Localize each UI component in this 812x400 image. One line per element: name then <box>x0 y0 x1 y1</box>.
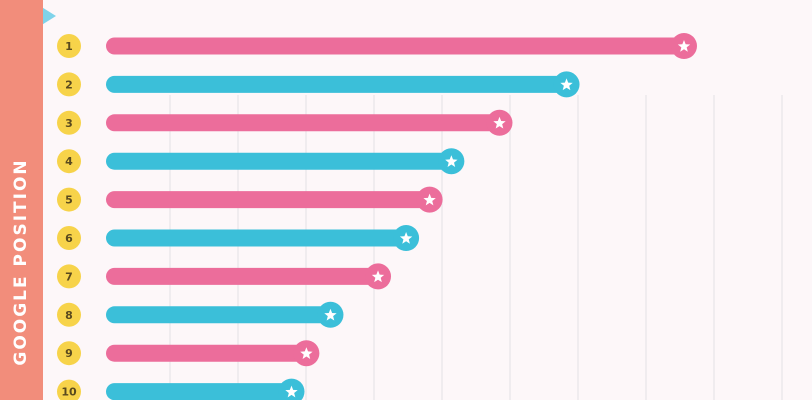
bar-row: 2 <box>57 71 580 98</box>
rank-label: 1 <box>65 40 73 53</box>
star-icon <box>324 308 337 321</box>
rank-badge <box>57 110 81 135</box>
y-axis-label: GOOGLE POSITION <box>11 158 31 366</box>
chart-area: 1 2 3 4 5 6 7 8 9 10 <box>43 0 812 400</box>
bar-chart: 1 2 3 4 5 6 7 8 9 10 <box>43 7 783 400</box>
gridlines <box>169 95 783 400</box>
rank-label: 9 <box>65 347 73 360</box>
rank-label: 7 <box>65 270 73 283</box>
star-icon <box>423 193 436 206</box>
bar-row: 10 <box>57 378 305 400</box>
bar-row: 6 <box>57 225 420 251</box>
star-icon <box>399 232 413 244</box>
star-icon <box>285 385 298 398</box>
bar-row: 9 <box>57 340 320 367</box>
rank-badge <box>57 34 81 58</box>
bar <box>106 37 684 55</box>
rank-badge <box>57 187 81 212</box>
bar <box>106 306 331 324</box>
rank-badge <box>57 264 81 289</box>
bar <box>106 191 430 209</box>
star-icon <box>300 347 313 359</box>
bar <box>106 344 307 362</box>
rank-label: 10 <box>61 386 77 399</box>
sidebar: GOOGLE POSITION <box>0 0 43 400</box>
play-arrow-icon <box>43 7 56 25</box>
bar-row: 7 <box>57 263 392 290</box>
star-icon <box>560 78 573 91</box>
rank-label: 8 <box>65 309 73 322</box>
bar <box>106 152 452 170</box>
bar-row: 8 <box>57 301 344 328</box>
rank-label: 2 <box>65 78 73 91</box>
star-icon <box>493 116 506 129</box>
bar-row: 3 <box>57 109 513 136</box>
bar <box>106 114 500 132</box>
rank-label: 6 <box>65 232 73 245</box>
rank-badge <box>57 302 81 327</box>
bars: 1 2 3 4 5 6 7 8 9 10 <box>57 33 697 400</box>
bar <box>106 267 379 285</box>
rank-label: 3 <box>65 117 73 130</box>
star-icon <box>445 155 458 167</box>
rank-label: 4 <box>65 155 73 168</box>
bar <box>106 383 292 400</box>
bar <box>106 229 407 247</box>
bar-row: 5 <box>57 186 443 213</box>
rank-badge <box>57 341 81 366</box>
rank-badge <box>57 149 81 174</box>
rank-label: 5 <box>65 194 73 207</box>
star-icon <box>677 40 691 52</box>
bar <box>106 75 567 93</box>
rank-badge <box>57 379 81 400</box>
bar-row: 1 <box>57 33 697 59</box>
bar-row: 4 <box>57 148 465 175</box>
star-icon <box>371 270 385 283</box>
rank-badge <box>57 226 81 250</box>
rank-badge <box>57 72 81 97</box>
